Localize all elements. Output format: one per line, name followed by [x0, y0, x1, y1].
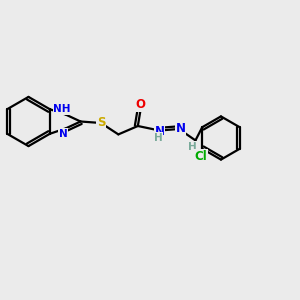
Text: N: N: [154, 125, 164, 138]
Text: H: H: [154, 133, 162, 143]
Text: N: N: [59, 129, 68, 139]
Text: Cl: Cl: [194, 149, 207, 163]
Text: H: H: [188, 142, 197, 152]
Text: S: S: [97, 116, 105, 130]
Text: O: O: [136, 98, 146, 111]
Text: N: N: [176, 122, 185, 135]
Text: NH: NH: [53, 104, 71, 114]
